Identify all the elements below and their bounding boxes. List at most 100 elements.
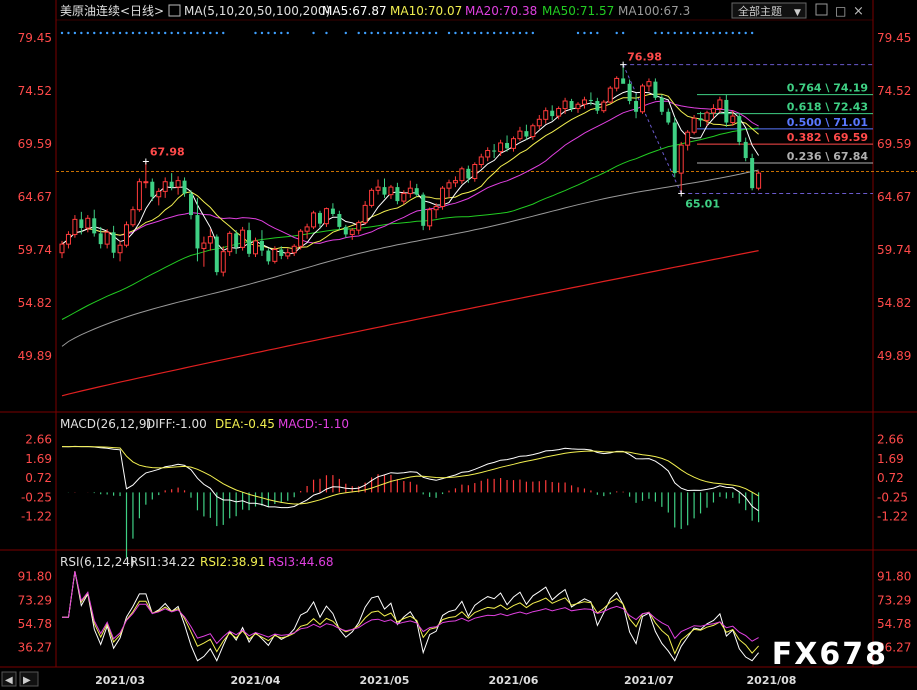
price-annotations: 76.98 65.01 67.98 [142,51,720,210]
price-tick-left: 79.45 [18,31,52,45]
rsi-tick-right: 73.29 [877,593,911,607]
dot-marker [267,31,270,35]
rsi-tick-left: 73.29 [18,593,52,607]
dot-marker [389,31,393,35]
dot-marker [105,31,109,35]
price-axis: 79.45 79.45 74.52 74.52 69.59 69.59 64.67 64.67… [18,31,912,363]
dot-marker [254,31,257,35]
ma5-line [61,90,760,255]
rsi1-line [62,571,759,662]
date-tick: 2021/07 [624,674,674,687]
price-tick-right: 59.74 [877,243,911,257]
dot-marker [460,31,464,35]
candle-body [550,110,555,117]
maximize-icon[interactable]: □ [835,4,846,18]
rsi3-line [62,571,759,645]
dot-marker [492,31,496,35]
candle-body [240,229,246,248]
candle-body [653,81,658,98]
scroll-right-button[interactable]: ▶ [19,671,39,687]
candlesticks[interactable] [59,64,762,277]
window-controls: □ × [815,3,864,19]
fib-level-label: 0.500 \ 71.01 [787,116,868,129]
candle-body [717,99,723,110]
candle-body [581,99,587,105]
dot-marker [699,31,702,35]
ma20-line [61,100,759,245]
dot-marker [467,31,470,35]
candle-body [595,101,600,111]
dot-marker [344,31,347,35]
macd-diff-value: DIFF:-1.00 [146,417,207,431]
candle-body [601,101,607,112]
rsi-tick-left: 36.27 [18,641,52,655]
candle-body [304,226,310,232]
candle-body [59,243,65,254]
candle-body [156,190,162,198]
chevron-down-icon: ▼ [794,8,801,18]
dot-marker [718,31,722,35]
dot-marker [473,31,476,35]
candle-body [698,118,703,121]
candle-body [266,250,271,262]
macd-title: MACD(26,12,9) [60,417,151,431]
dot-marker [712,31,715,35]
dot-marker [512,31,515,35]
dot-marker [505,31,509,35]
price-tick-right: 54.82 [877,296,911,310]
macd-diff-line [61,445,759,512]
dot-marker [202,31,206,35]
macd-tick-right: 2.66 [877,433,904,447]
restore-button[interactable] [815,3,828,16]
candle-body [452,180,458,184]
macd-tick-right: -0.25 [877,490,908,504]
candle-body [169,181,174,188]
candle-body [498,142,504,153]
watermark: FX678 [772,637,888,672]
candle-body [607,87,613,103]
candle-body [285,252,291,257]
dot-marker [73,31,77,35]
theme-select[interactable]: 全部主题 ▼ [731,2,807,19]
candle-body [343,226,348,235]
dot-marker [454,31,457,35]
dot-marker [447,31,451,35]
rsi-tick-right: 36.27 [877,641,911,655]
fib-level-label: 0.236 \ 67.84 [787,150,869,163]
dot-marker [409,31,412,35]
candle-body [189,193,193,216]
candle-body [247,230,252,254]
price-tick-left: 69.59 [18,137,52,151]
dot-marker [518,31,522,35]
dot-marker [86,31,90,35]
ma100-value: MA100:67.3 [618,4,690,18]
candle-body [685,131,691,146]
dot-marker [144,31,148,35]
dot-marker [170,31,173,35]
candle-body [466,168,471,179]
dot-marker [686,31,689,35]
dot-marker [312,31,315,35]
macd-tick-left: 2.66 [25,433,52,447]
dot-markers-row [60,31,754,35]
price-tick-right: 49.89 [877,349,911,363]
dot-marker [583,31,586,35]
candle-body [65,233,71,245]
close-icon[interactable]: × [853,4,864,19]
candle-body [124,224,129,246]
date-tick: 2021/06 [489,674,539,687]
price-tick-right: 79.45 [877,31,911,45]
candle-body [85,217,91,229]
scroll-left-button[interactable]: ◀ [1,671,17,687]
candle-body [433,205,439,211]
candle-body [414,188,419,195]
ma-legend-label: MA(5,10,20,50,100,200) [184,4,330,18]
macd-tick-left: 1.69 [25,452,52,466]
ma-panel-icon[interactable] [168,4,181,17]
candle-body [117,244,123,254]
candle-body [234,233,239,248]
macd-bar-value: MACD:-1.10 [278,417,349,431]
dot-marker [480,31,483,35]
rsi-title: RSI(6,12,24) [60,555,135,569]
candle-body [143,181,149,184]
